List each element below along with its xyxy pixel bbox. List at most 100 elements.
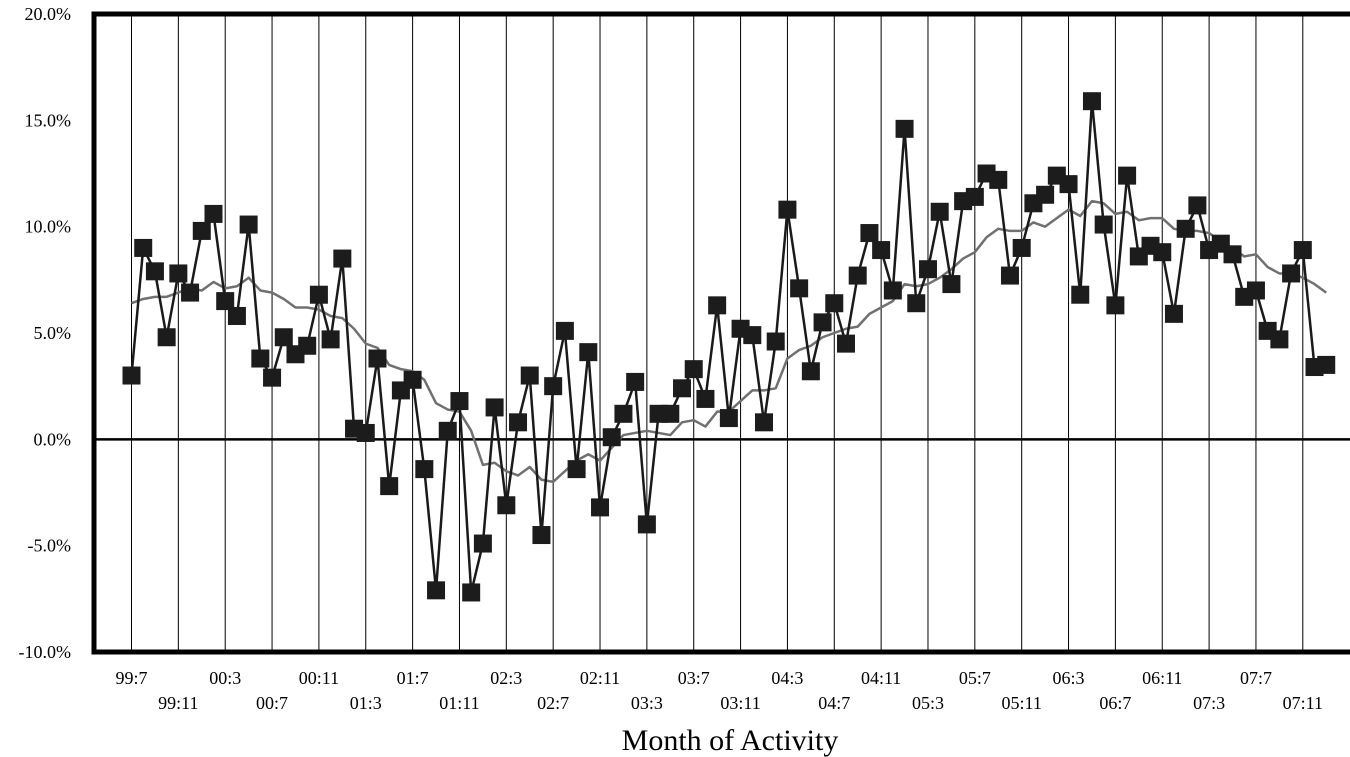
data-point-marker bbox=[263, 368, 282, 387]
data-point-marker bbox=[942, 275, 961, 294]
data-point-marker bbox=[298, 336, 317, 355]
data-point-marker bbox=[251, 349, 270, 368]
data-point-marker bbox=[1188, 196, 1207, 215]
data-point-marker bbox=[380, 477, 399, 496]
data-point-marker bbox=[825, 294, 844, 313]
x-tick-label: 00:3 bbox=[209, 668, 241, 688]
x-tick-label: 04:7 bbox=[818, 693, 850, 713]
data-point-marker bbox=[766, 332, 785, 351]
data-point-marker bbox=[309, 285, 328, 304]
x-tick-label: 04:3 bbox=[771, 668, 803, 688]
y-tick-label: 15.0% bbox=[25, 110, 72, 130]
data-point-marker bbox=[181, 283, 200, 302]
data-point-marker bbox=[497, 496, 516, 515]
x-tick-label: 03:7 bbox=[678, 668, 710, 688]
data-point-marker bbox=[192, 221, 211, 240]
data-point-marker bbox=[134, 238, 153, 257]
data-point-marker bbox=[848, 266, 867, 285]
x-tick-label: 07:3 bbox=[1193, 693, 1225, 713]
data-point-marker bbox=[661, 404, 680, 423]
x-tick-label: 99:11 bbox=[158, 693, 198, 713]
x-tick-label: 02:11 bbox=[580, 668, 620, 688]
data-point-marker bbox=[591, 498, 610, 517]
data-point-marker bbox=[485, 398, 504, 417]
x-tick-label: 06:3 bbox=[1053, 668, 1085, 688]
plot-frame bbox=[91, 11, 1350, 655]
y-tick-label: 10.0% bbox=[25, 217, 72, 237]
data-point-marker bbox=[1118, 166, 1137, 185]
x-tick-label: 03:11 bbox=[720, 693, 760, 713]
data-point-marker bbox=[965, 187, 984, 206]
data-point-marker bbox=[1071, 285, 1090, 304]
data-point-marker bbox=[930, 202, 949, 221]
data-point-marker bbox=[989, 170, 1008, 189]
data-point-marker bbox=[579, 343, 598, 362]
data-point-marker bbox=[462, 583, 481, 602]
data-point-marker bbox=[321, 330, 340, 349]
data-point-marker bbox=[169, 264, 188, 283]
data-point-marker bbox=[1082, 92, 1101, 111]
x-tick-label: 01:11 bbox=[439, 693, 479, 713]
data-point-marker bbox=[813, 313, 832, 332]
data-point-marker bbox=[427, 581, 446, 600]
x-tick-label: 00:7 bbox=[256, 693, 288, 713]
x-tick-label: 05:7 bbox=[959, 668, 991, 688]
x-tick-label: 02:3 bbox=[490, 668, 522, 688]
data-point-marker bbox=[836, 334, 855, 353]
x-tick-label: 05:3 bbox=[912, 693, 944, 713]
data-point-marker bbox=[918, 260, 937, 279]
data-point-marker bbox=[673, 379, 692, 398]
data-point-marker bbox=[626, 372, 645, 391]
data-point-marker bbox=[1059, 175, 1078, 194]
grid bbox=[131, 14, 1304, 652]
data-point-marker bbox=[1270, 330, 1289, 349]
data-point-marker bbox=[1000, 266, 1019, 285]
data-point-marker bbox=[450, 392, 469, 411]
data-point-marker bbox=[602, 428, 621, 447]
data-point-marker bbox=[907, 294, 926, 313]
x-tick-label: 01:3 bbox=[350, 693, 382, 713]
data-point-marker bbox=[778, 200, 797, 219]
data-point-marker bbox=[415, 460, 434, 479]
x-tick-label: 07:11 bbox=[1283, 693, 1323, 713]
data-point-marker bbox=[1153, 243, 1172, 262]
data-point-marker bbox=[544, 377, 563, 396]
x-axis-title: Month of Activity bbox=[622, 724, 839, 757]
data-point-marker bbox=[567, 460, 586, 479]
data-point-marker bbox=[333, 249, 352, 268]
data-point-marker bbox=[708, 296, 727, 315]
data-point-marker bbox=[1246, 281, 1265, 300]
data-point-marker bbox=[239, 215, 258, 234]
data-point-marker bbox=[755, 413, 774, 432]
y-tick-label: 0.0% bbox=[34, 429, 72, 449]
data-point-marker bbox=[532, 526, 551, 545]
data-point-marker bbox=[157, 328, 176, 347]
data-point-marker bbox=[860, 224, 879, 243]
y-tick-label: -5.0% bbox=[28, 536, 72, 556]
data-point-marker bbox=[614, 404, 633, 423]
y-tick-label: 5.0% bbox=[34, 323, 72, 343]
data-point-marker bbox=[555, 321, 574, 340]
data-point-marker bbox=[438, 421, 457, 440]
data-point-marker bbox=[895, 119, 914, 138]
monthly-series bbox=[122, 92, 1336, 602]
y-tick-label: 20.0% bbox=[25, 4, 72, 24]
x-tick-label: 02:7 bbox=[537, 693, 569, 713]
x-axis-ticks: 99:7 00:3 00:11 01:7 02:3 02:11 03:7 04:3 04:11 0… bbox=[115, 668, 1322, 713]
data-point-marker bbox=[1164, 304, 1183, 323]
data-point-marker bbox=[122, 366, 141, 385]
x-tick-label: 05:11 bbox=[1002, 693, 1042, 713]
y-tick-label: -10.0% bbox=[19, 642, 72, 662]
data-point-marker bbox=[1317, 355, 1336, 374]
x-tick-label: 04:11 bbox=[861, 668, 901, 688]
data-point-marker bbox=[1012, 238, 1031, 257]
data-point-marker bbox=[216, 292, 235, 311]
data-point-marker bbox=[356, 423, 375, 442]
data-point-marker bbox=[204, 204, 223, 223]
data-point-marker bbox=[637, 515, 656, 534]
y-axis-ticks: 20.0% 15.0% 10.0% 5.0% 0.0% -5.0% -10.0% bbox=[19, 4, 72, 662]
data-point-marker bbox=[696, 389, 715, 408]
data-point-marker bbox=[403, 370, 422, 389]
data-point-marker bbox=[1223, 245, 1242, 264]
